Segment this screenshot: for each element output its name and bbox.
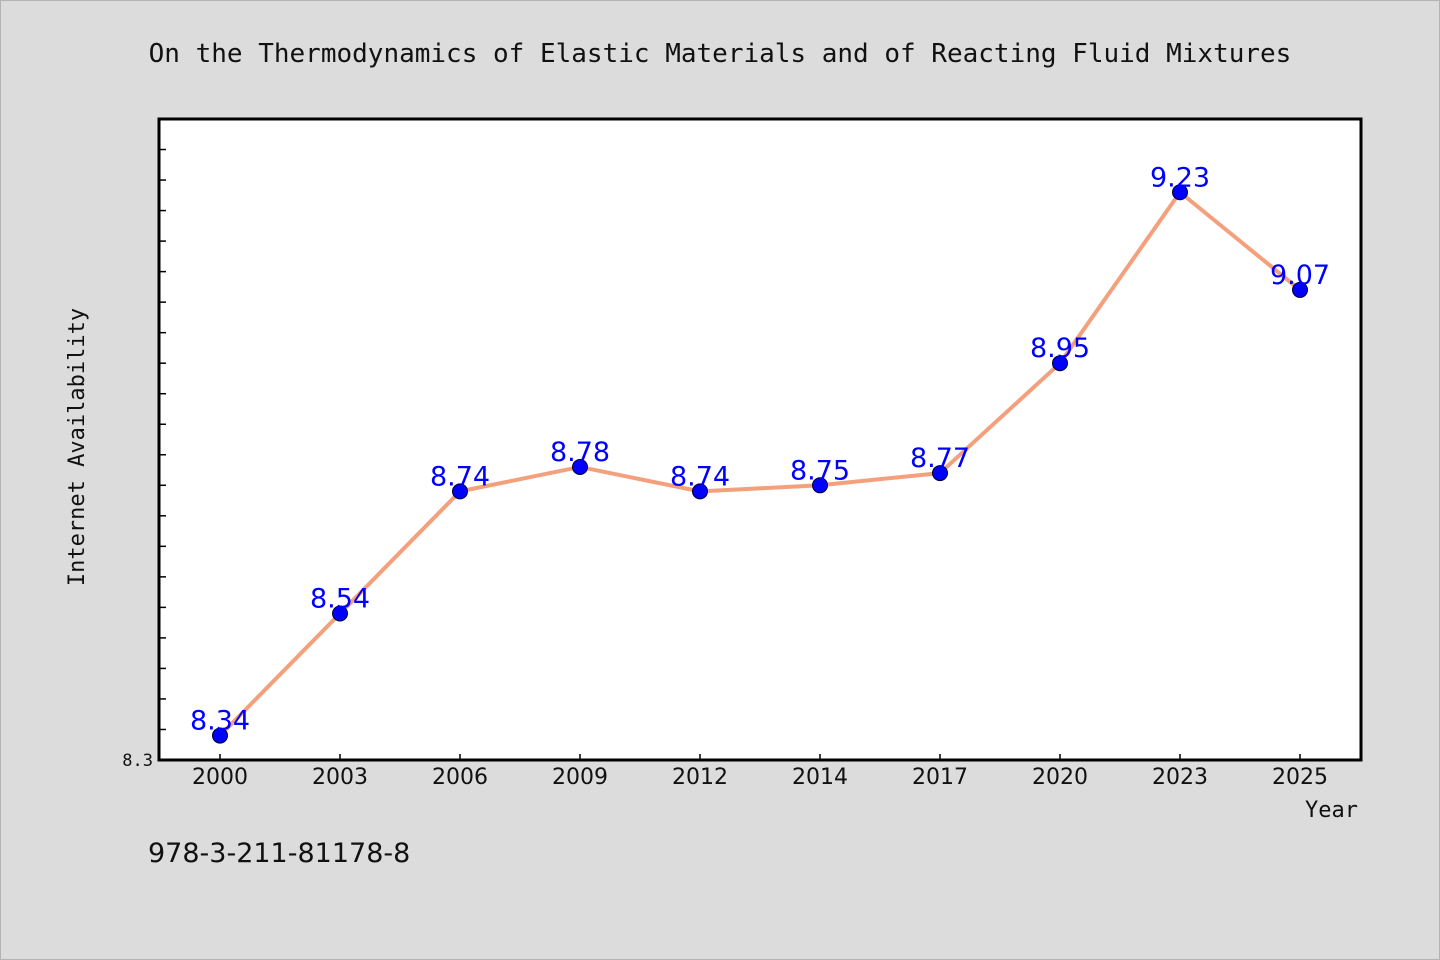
x-tick-label: 2012 [672,765,728,790]
y-axis-ticks: 8.3 [122,751,153,771]
x-tick-label: 2023 [1152,765,1208,790]
y-tick-label: 8.3 [122,751,153,771]
data-label: 8.77 [910,443,970,474]
x-tick-label: 2000 [192,765,248,790]
data-label: 8.74 [670,461,730,492]
series-group [212,184,1308,744]
data-point [572,458,588,475]
data-labels: 8.34 8.54 8.74 8.78 8.74 8.75 8.77 8.95 9.23 9.07 [190,162,1330,736]
data-point [1292,281,1308,298]
data-label: 8.34 [190,706,250,737]
x-tick-label: 2014 [792,765,848,790]
data-label: 8.74 [430,461,490,492]
x-tick-label: 2017 [912,765,968,790]
y-axis-label: Internet Availability [65,308,90,586]
isbn-caption: 978-3-211-81178-8 [148,838,410,869]
data-point [932,465,948,482]
data-label: 9.07 [1270,260,1330,291]
data-point [812,477,828,494]
series-line [218,190,1302,738]
data-point [332,605,348,622]
data-point [452,483,468,500]
data-point [692,483,708,500]
y-minor-ticks [159,148,166,761]
x-tick-label: 2003 [312,765,368,790]
plot-area [157,117,1363,762]
data-label: 8.78 [550,437,610,468]
x-tick-label: 2020 [1032,765,1088,790]
data-label: 8.54 [310,583,370,614]
x-tick-label: 2025 [1272,765,1328,790]
chart-title: On the Thermodynamics of Elastic Materia… [149,39,1292,69]
data-label: 9.23 [1150,162,1210,193]
x-tick-label: 2006 [432,765,488,790]
data-label: 8.95 [1030,333,1090,364]
data-point [212,727,228,744]
data-point [1172,184,1188,201]
data-label: 8.75 [790,455,850,486]
x-axis-label: Year [1305,798,1358,823]
x-axis-ticks: 2000 2003 2006 2009 2012 2014 2017 2020 2023 2025 [192,754,1328,790]
x-tick-label: 2009 [552,765,608,790]
data-point [1052,355,1068,372]
